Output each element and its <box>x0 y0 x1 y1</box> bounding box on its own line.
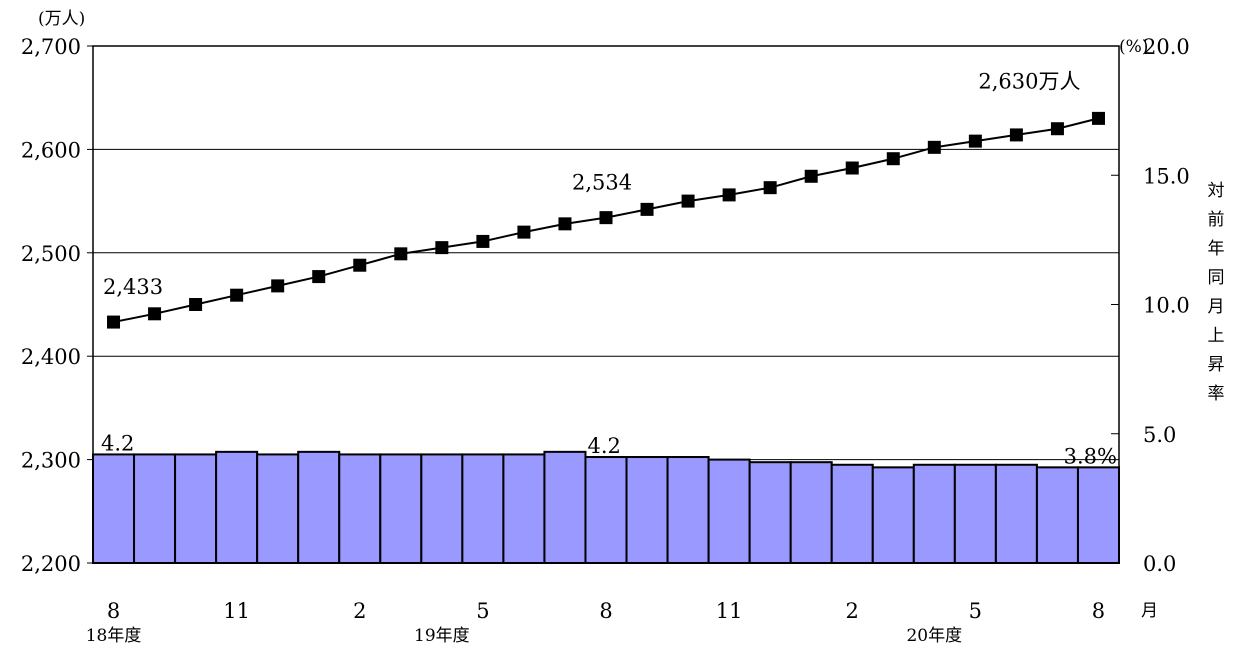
x-tick-label: 11 <box>716 599 743 623</box>
bar <box>584 456 628 565</box>
left-unit-label: (万人) <box>38 9 85 29</box>
x-tick-label: 8 <box>599 599 612 623</box>
bar <box>297 450 341 564</box>
line-marker <box>763 181 777 195</box>
left-tick-label: 2,300 <box>21 449 81 473</box>
bar <box>830 463 874 564</box>
bar <box>707 458 751 565</box>
data-annotation: 2,630万人 <box>978 69 1080 93</box>
axis-labels: 2,200 2,300 2,400 2,500 2,600 2,700 0.0 5.0 10.0… <box>21 35 1225 646</box>
data-annotation: 3.8% <box>1064 444 1117 468</box>
right-tick-label: 10.0 <box>1143 294 1190 318</box>
line-marker <box>271 279 285 293</box>
right-axis-title-char: 年 <box>1208 239 1225 259</box>
left-tick-label: 2,500 <box>21 242 81 266</box>
line-marker <box>394 247 408 261</box>
fiscal-year-label: 19年度 <box>414 626 470 646</box>
right-axis-title-char: 対 <box>1208 181 1225 201</box>
x-tick-label: 8 <box>1092 599 1105 623</box>
annotations: 2,433 2,534 2,630万人 4.2 4.2 3.8% <box>101 69 1117 468</box>
right-unit-label: (%) <box>1119 37 1148 57</box>
bar <box>953 463 997 564</box>
data-annotation: 4.2 <box>587 434 620 458</box>
right-axis-title-char: 率 <box>1208 384 1225 404</box>
line-marker <box>845 161 859 175</box>
bar <box>625 456 669 565</box>
line-marker <box>476 234 490 248</box>
bar <box>1076 466 1120 565</box>
bar <box>502 453 546 564</box>
line-marker <box>148 307 162 321</box>
bar <box>789 461 833 564</box>
right-axis-title-char: 昇 <box>1208 355 1225 375</box>
line-marker <box>1091 111 1105 125</box>
month-suffix-label: 月 <box>1141 601 1158 621</box>
bar <box>420 453 464 564</box>
left-tick-label: 2,400 <box>21 345 81 369</box>
line-marker <box>804 169 818 183</box>
x-tick-label: 8 <box>107 599 120 623</box>
bar <box>1035 466 1079 565</box>
data-annotation: 2,534 <box>572 171 632 195</box>
x-tick-label: 2 <box>353 599 366 623</box>
axes <box>87 45 1120 564</box>
fiscal-year-label: 20年度 <box>906 626 962 646</box>
line-marker <box>886 152 900 166</box>
right-tick-label: 5.0 <box>1143 423 1176 447</box>
right-axis-title-char: 同 <box>1208 268 1225 288</box>
line-marker <box>640 202 654 216</box>
bar <box>174 453 218 564</box>
grid-lines <box>93 148 1119 461</box>
line-marker <box>353 258 367 272</box>
bar <box>461 453 505 564</box>
bar <box>748 461 792 564</box>
x-tick-label: 2 <box>846 599 859 623</box>
bar <box>666 456 710 565</box>
right-tick-label: 20.0 <box>1143 35 1190 59</box>
fiscal-year-label: 18年度 <box>86 626 142 646</box>
line-marker <box>722 188 736 202</box>
x-tick-label: 5 <box>476 599 489 623</box>
bar <box>338 453 382 564</box>
line-marker <box>435 241 449 255</box>
line-marker <box>230 288 244 302</box>
line-marker <box>558 217 572 231</box>
bar-series <box>92 450 1120 565</box>
line-marker <box>107 315 121 329</box>
line-marker <box>1009 128 1023 142</box>
line-marker <box>189 298 203 311</box>
bar <box>994 463 1038 564</box>
bar <box>379 453 423 564</box>
right-axis-title-char: 上 <box>1208 326 1225 346</box>
bar <box>912 463 956 564</box>
left-tick-label: 2,200 <box>21 552 81 576</box>
line-marker <box>1050 122 1064 136</box>
line-series <box>107 111 1105 329</box>
bar <box>133 453 177 564</box>
line-marker <box>681 194 695 208</box>
bar <box>543 450 587 564</box>
plot-frame <box>92 45 1120 564</box>
x-tick-label: 11 <box>223 599 250 623</box>
line-marker <box>968 134 982 148</box>
line-marker <box>312 270 326 284</box>
x-tick-label: 5 <box>969 599 982 623</box>
right-tick-label: 0.0 <box>1143 552 1176 576</box>
bar <box>92 453 136 564</box>
right-axis-title-char: 前 <box>1208 210 1225 230</box>
bar <box>871 466 915 565</box>
line-marker <box>599 211 613 225</box>
line-marker <box>517 225 531 239</box>
right-tick-label: 15.0 <box>1143 164 1190 188</box>
left-tick-label: 2,700 <box>21 35 81 59</box>
line-marker <box>927 140 941 154</box>
bar <box>215 450 259 564</box>
right-axis-title-char: 月 <box>1208 297 1225 317</box>
bar <box>256 453 300 564</box>
data-annotation: 2,433 <box>103 275 163 299</box>
data-annotation: 4.2 <box>101 431 134 455</box>
left-tick-label: 2,600 <box>21 138 81 162</box>
